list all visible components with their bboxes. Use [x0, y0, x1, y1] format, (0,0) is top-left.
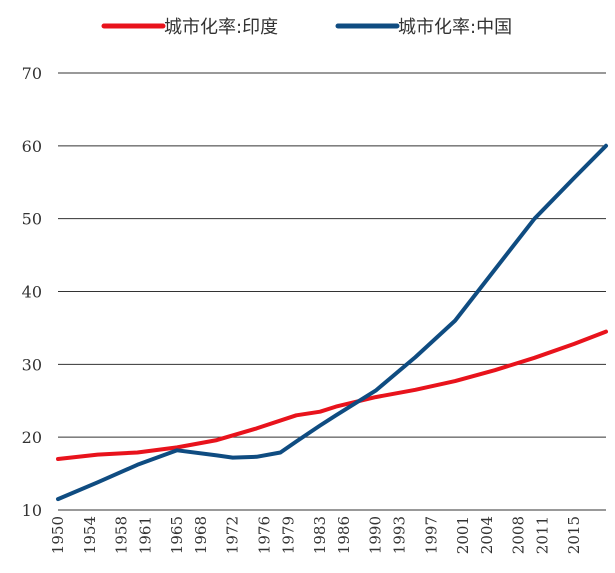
y-tick-label: 50: [22, 210, 42, 229]
legend-label-china: 城市化率:中国: [398, 17, 512, 38]
x-tick-label: 1983: [311, 516, 329, 554]
x-tick-label: 1954: [81, 516, 99, 554]
x-tick-label: 1997: [422, 516, 440, 554]
series-layer: [56, 143, 608, 502]
gridlines: [58, 72, 606, 511]
x-axis: 1950 1954 1958 1961 1965 1968 1972 1976 1979 1983…: [49, 516, 583, 554]
y-axis: 10 20 30 40 50 60 70: [22, 64, 42, 520]
series-line-india: [56, 329, 608, 461]
y-tick-label: 10: [22, 501, 42, 520]
x-tick-label: 1972: [224, 516, 242, 554]
legend-label-india: 城市化率:印度: [164, 17, 278, 38]
y-tick-label: 70: [22, 64, 42, 83]
series-line-china: [56, 143, 608, 502]
y-tick-label: 60: [22, 137, 42, 156]
x-tick-label: 1950: [49, 516, 67, 554]
x-tick-label: 2011: [533, 516, 551, 554]
x-tick-label: 1986: [335, 516, 353, 554]
y-tick-label: 40: [22, 283, 42, 302]
x-tick-label: 1990: [367, 516, 385, 554]
x-tick-label: 1965: [168, 516, 186, 554]
legend: 城市化率:印度 城市化率:中国: [101, 17, 512, 38]
x-tick-label: 2008: [510, 516, 528, 554]
x-tick-label: 1958: [113, 516, 131, 554]
x-tick-label: 2015: [565, 516, 583, 554]
x-tick-label: 1968: [192, 516, 210, 554]
y-tick-label: 30: [22, 355, 42, 374]
y-tick-label: 20: [22, 428, 42, 447]
x-tick-label: 1979: [279, 516, 297, 554]
x-tick-label: 1961: [136, 516, 154, 554]
x-tick-label: 2004: [478, 516, 496, 554]
x-tick-label: 1976: [255, 516, 273, 554]
x-tick-label: 1993: [391, 516, 409, 554]
x-tick-label: 2001: [454, 516, 472, 554]
